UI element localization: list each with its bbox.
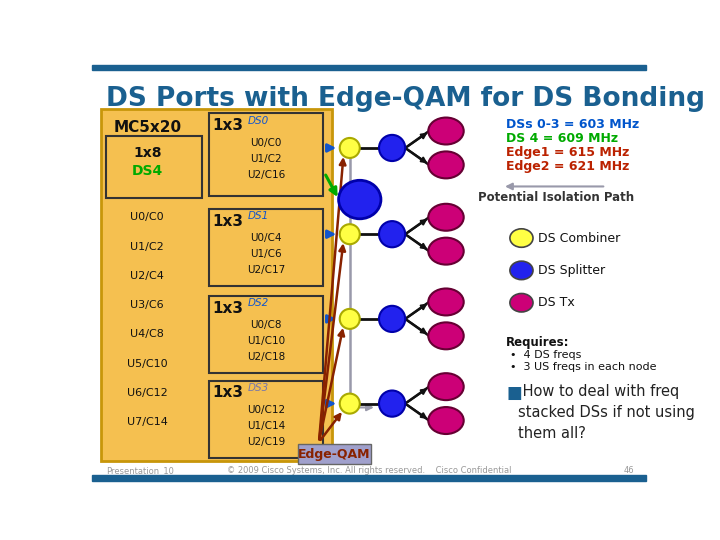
Text: DS Ports with Edge-QAM for DS Bonding: DS Ports with Edge-QAM for DS Bonding [106,86,705,112]
Text: DS 4 = 609 MHz: DS 4 = 609 MHz [506,132,618,145]
Circle shape [379,221,405,247]
Text: DS1: DS1 [248,212,269,221]
FancyBboxPatch shape [209,296,323,373]
Ellipse shape [428,151,464,178]
Circle shape [340,224,360,244]
Text: U1/C2: U1/C2 [250,154,282,164]
Text: Edge2 = 621 MHz: Edge2 = 621 MHz [506,160,629,173]
Text: 1x3: 1x3 [212,214,243,228]
Text: U1/C14: U1/C14 [247,421,285,431]
Text: U0/C0: U0/C0 [130,212,164,222]
Text: DS2: DS2 [248,299,269,308]
Text: U2/C19: U2/C19 [247,437,285,447]
Ellipse shape [428,288,464,315]
Text: DS3: DS3 [248,383,269,393]
Circle shape [340,394,360,414]
Text: U1/C6: U1/C6 [250,249,282,259]
Bar [92,475,647,481]
Circle shape [379,135,405,161]
Text: Potential Isolation Path: Potential Isolation Path [478,191,634,204]
Ellipse shape [428,204,464,231]
Bar [92,65,647,70]
Text: U1/C2: U1/C2 [130,241,164,252]
Ellipse shape [428,238,464,265]
Text: MC5x20: MC5x20 [113,120,181,136]
Text: U2/C4: U2/C4 [130,271,164,281]
FancyBboxPatch shape [209,113,323,197]
Text: U2/C17: U2/C17 [247,265,285,275]
Ellipse shape [428,118,464,145]
Text: How to deal with freq
stacked DSs if not using
them all?: How to deal with freq stacked DSs if not… [518,384,696,441]
Text: 1x3: 1x3 [212,386,243,400]
Text: U7/C14: U7/C14 [127,417,168,427]
Text: U3/C6: U3/C6 [130,300,164,310]
Ellipse shape [510,294,533,312]
FancyBboxPatch shape [209,381,323,457]
Text: U5/C10: U5/C10 [127,359,168,369]
Text: U6/C12: U6/C12 [127,388,168,398]
Circle shape [379,390,405,417]
Ellipse shape [338,180,381,219]
Text: U0/C4: U0/C4 [250,233,282,243]
Text: 46: 46 [624,466,634,475]
FancyBboxPatch shape [106,137,202,198]
Text: U2/C18: U2/C18 [247,353,285,362]
Ellipse shape [510,229,533,247]
Text: DS Tx: DS Tx [539,296,575,309]
Circle shape [340,309,360,329]
Text: Edge1 = 615 MHz: Edge1 = 615 MHz [506,146,629,159]
Text: U2/C16: U2/C16 [247,170,285,180]
FancyBboxPatch shape [209,209,323,286]
Circle shape [340,138,360,158]
Ellipse shape [510,261,533,280]
Text: U0/C0: U0/C0 [250,138,282,147]
Text: U4/C8: U4/C8 [130,329,164,339]
Text: 1x3: 1x3 [212,118,243,133]
Text: ■: ■ [506,384,522,402]
Text: DS Splitter: DS Splitter [539,264,606,277]
Text: Presentation_10: Presentation_10 [106,466,174,475]
Text: DS4: DS4 [132,164,163,178]
Text: Edge-QAM: Edge-QAM [298,448,371,461]
Ellipse shape [428,373,464,400]
Circle shape [379,306,405,332]
Ellipse shape [428,322,464,349]
Text: •  3 US freqs in each node: • 3 US freqs in each node [510,362,657,372]
Text: 1x8: 1x8 [133,146,161,160]
Text: U0/C12: U0/C12 [247,405,285,415]
Text: •  4 DS freqs: • 4 DS freqs [510,350,581,360]
Text: DS0: DS0 [248,116,269,126]
Text: DS Combiner: DS Combiner [539,232,621,245]
Ellipse shape [428,407,464,434]
Text: DSs 0-3 = 603 MHz: DSs 0-3 = 603 MHz [506,118,639,131]
Text: Requires:: Requires: [506,336,570,349]
Text: U0/C8: U0/C8 [250,320,282,330]
FancyBboxPatch shape [101,110,332,461]
Text: U1/C10: U1/C10 [247,336,285,346]
Text: © 2009 Cisco Systems, Inc. All rights reserved.    Cisco Confidential: © 2009 Cisco Systems, Inc. All rights re… [227,466,511,475]
FancyBboxPatch shape [298,444,371,464]
Text: 1x3: 1x3 [212,301,243,315]
